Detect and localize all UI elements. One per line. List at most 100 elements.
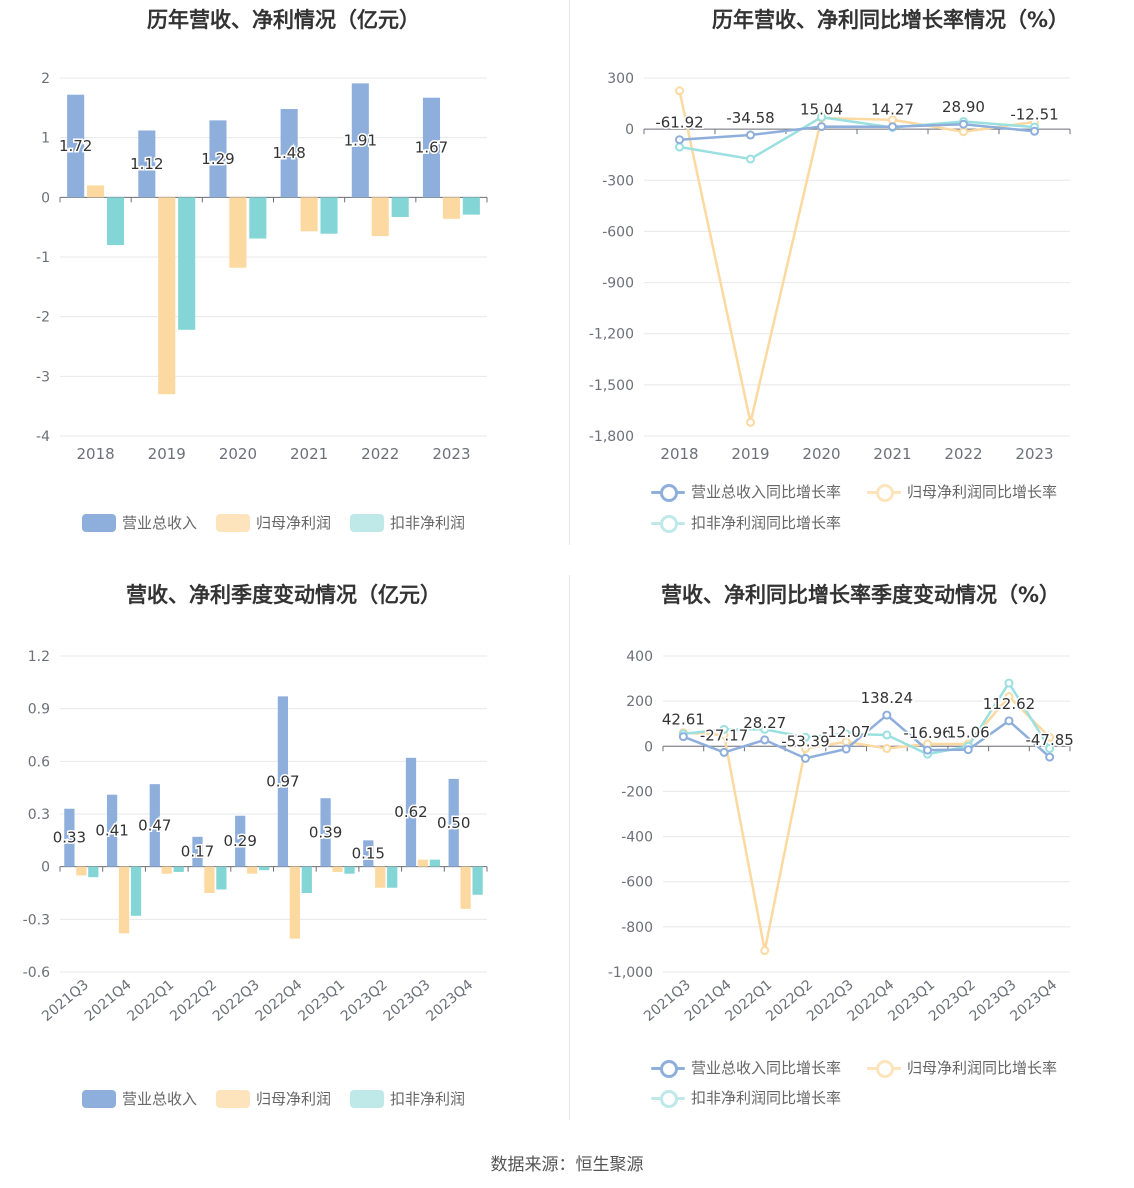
legend-item-netprofit[interactable]: 归母净利润 <box>216 512 331 533</box>
chart-title: 历年营收、净利情况（亿元） <box>147 8 420 32</box>
data-point <box>817 122 826 132</box>
legend-item-revenue-growth[interactable]: 营业总收入同比增长率 <box>651 481 841 502</box>
legend-item-deducted[interactable]: 扣非净利润 <box>350 512 465 533</box>
series-line-扣非净利润同比增长率 <box>679 115 1035 161</box>
bar-扣非净利润 <box>429 859 441 867</box>
data-label: 0.41 <box>95 822 128 840</box>
data-label: 0.50 <box>437 814 470 832</box>
data-point <box>678 732 688 742</box>
data-point <box>760 724 770 734</box>
data-point <box>760 946 770 956</box>
x-tick-label: 2022Q4 <box>253 977 306 1025</box>
bar-归母净利润 <box>76 866 87 876</box>
data-label: -47.85 <box>1025 731 1073 749</box>
x-tick-label: 2020 <box>219 445 257 463</box>
legend-label: 营业总收入 <box>122 1090 198 1108</box>
data-point <box>719 724 729 734</box>
legend-swatch <box>350 513 384 532</box>
y-tick-label: -600 <box>602 224 634 240</box>
legend-line-marker <box>867 1059 901 1078</box>
bar-扣非净利润 <box>320 197 338 234</box>
x-tick-label: 2019 <box>148 445 186 463</box>
data-label: 1.29 <box>201 150 234 168</box>
bar-归母净利润 <box>204 866 215 893</box>
data-label: -61.92 <box>655 114 703 132</box>
legend-swatch <box>350 1089 384 1108</box>
legend-line-marker <box>651 483 685 502</box>
data-label: 0.15 <box>352 845 385 863</box>
bar-营业总收入 <box>235 815 246 867</box>
y-tick-label: -2 <box>36 310 50 326</box>
data-label: -27.17 <box>700 726 748 744</box>
bar-扣非净利润 <box>249 197 267 239</box>
legend-item-deducted[interactable]: 扣非净利润 <box>350 1088 465 1109</box>
data-point <box>675 135 684 145</box>
x-tick-label: 2023Q2 <box>338 977 391 1025</box>
data-label: 0.33 <box>53 829 86 847</box>
bar-营业总收入 <box>106 794 118 867</box>
data-point <box>882 744 892 754</box>
data-label: 0.39 <box>309 823 342 841</box>
data-label: 0.62 <box>394 803 427 821</box>
data-label: 15.06 <box>947 724 990 742</box>
legend-label: 营业总收入 <box>122 514 198 532</box>
data-point <box>959 127 968 137</box>
data-label: 14.27 <box>871 101 914 119</box>
legend-item-revenue-growth[interactable]: 营业总收入同比增长率 <box>651 1057 841 1078</box>
data-label: -53.39 <box>781 732 829 750</box>
bar-归母净利润 <box>158 197 176 395</box>
x-tick-label: 2020 <box>802 445 840 463</box>
y-tick-label: -200 <box>621 784 653 800</box>
data-label: 0.17 <box>181 843 214 861</box>
legend-item-deducted-growth[interactable]: 扣非净利润同比增长率 <box>651 512 841 533</box>
legend-item-netprofit-growth[interactable]: 归母净利润同比增长率 <box>867 1057 1057 1078</box>
data-label: -12.07 <box>822 723 870 741</box>
data-point <box>800 744 810 754</box>
legend-swatch <box>82 513 116 532</box>
bar-扣非净利润 <box>472 866 483 895</box>
y-tick-label: -1,800 <box>589 429 634 445</box>
data-point <box>675 86 684 96</box>
x-tick-label: 2023Q4 <box>423 977 476 1025</box>
legend-label: 扣非净利润 <box>390 514 466 532</box>
bar-扣非净利润 <box>106 197 125 246</box>
bar-扣非净利润 <box>387 866 398 888</box>
legend-item-netprofit-growth[interactable]: 归母净利润同比增长率 <box>867 481 1057 502</box>
panel-divider <box>569 575 570 1120</box>
y-tick-label: -800 <box>621 920 653 936</box>
y-tick-label: 0.9 <box>28 702 50 718</box>
legend-label: 扣非净利润 <box>390 1090 466 1108</box>
legend-label: 归母净利润同比增长率 <box>907 483 1058 501</box>
y-tick-label: -3 <box>36 369 50 385</box>
legend-line-marker <box>867 483 901 502</box>
legend-item-deducted-growth[interactable]: 扣非净利润同比增长率 <box>651 1087 841 1108</box>
data-label: 0.29 <box>223 832 256 850</box>
bar-营业总收入 <box>277 696 289 867</box>
bar-归母净利润 <box>118 866 130 934</box>
data-label: 28.90 <box>942 98 985 116</box>
annual-bar-chart: 2 1 0 -1 -2 -3 -4 2018 2019 2020 2021 2022 2023 1.72 1… <box>36 71 488 463</box>
bar-归母净利润 <box>442 197 460 219</box>
x-tick-label: 2023 <box>432 445 470 463</box>
y-tick-label: 1 <box>41 131 50 147</box>
data-label: 28.27 <box>743 714 786 732</box>
legend-item-revenue[interactable]: 营业总收入 <box>82 1088 197 1109</box>
bar-归母净利润 <box>375 866 386 888</box>
data-label: 112.62 <box>983 695 1035 713</box>
x-tick-label: 2023 <box>1015 445 1053 463</box>
data-point <box>1004 678 1014 688</box>
data-label: -34.58 <box>726 109 774 127</box>
legend-line-marker <box>651 1089 685 1108</box>
y-tick-label: -1,000 <box>608 965 653 981</box>
bar-归母净利润 <box>332 866 343 872</box>
bar-营业总收入 <box>351 83 369 198</box>
legend-swatch <box>82 1089 116 1108</box>
bar-扣非净利润 <box>391 197 409 218</box>
x-tick-label: 2021 <box>873 445 911 463</box>
x-tick-label: 2022Q1 <box>124 977 177 1025</box>
legend-item-netprofit[interactable]: 归母净利润 <box>216 1088 331 1109</box>
legend-item-revenue[interactable]: 营业总收入 <box>82 512 197 533</box>
data-point <box>746 417 755 427</box>
data-point <box>746 130 755 140</box>
bar-营业总收入 <box>209 120 227 198</box>
